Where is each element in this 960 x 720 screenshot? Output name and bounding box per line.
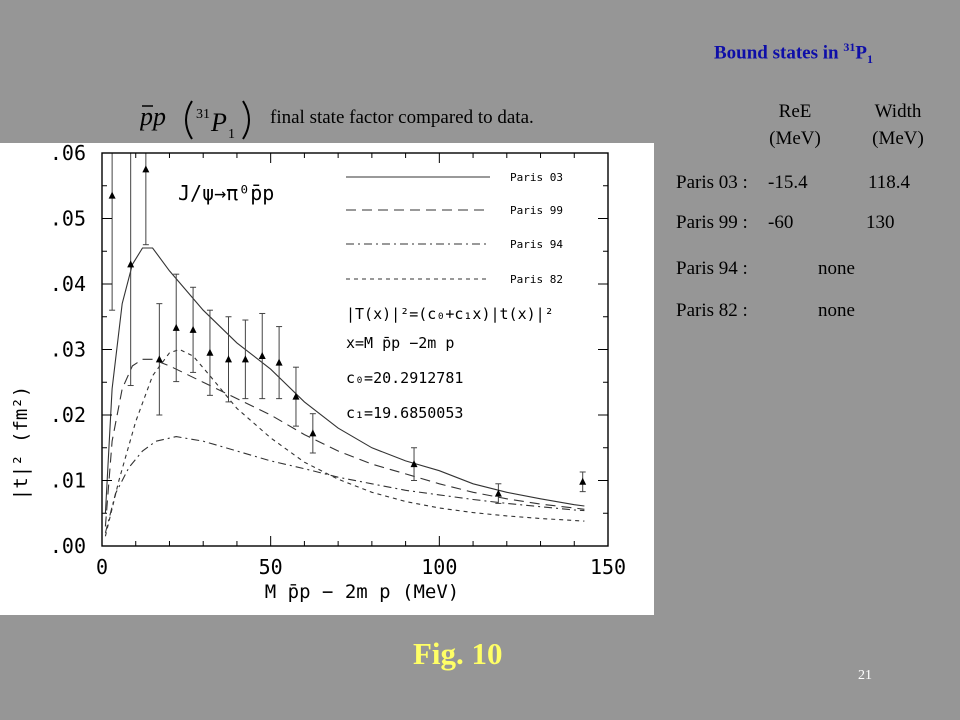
col-header-width-line1: Width [874, 101, 922, 122]
formula-block: |T(x)|²=(c₀+c₁x)|t(x)|² x=M p̄p −2m p c₀… [346, 305, 554, 422]
data-point [189, 325, 197, 333]
data-point [258, 352, 266, 360]
data-point [225, 355, 232, 363]
row-label: Paris 03 : [676, 172, 748, 193]
slide-number: 21 [858, 668, 872, 683]
row-width: none [818, 300, 855, 321]
bound-states-title: Bound states in 31P1 [714, 40, 873, 67]
y-tick-label: .00 [50, 534, 86, 558]
row-width: 118.4 [868, 172, 911, 193]
pp-label-sub: 1 [228, 127, 235, 142]
row-label: Paris 99 : [676, 212, 748, 233]
y-tick-label: .05 [50, 207, 86, 231]
data-point [292, 392, 300, 400]
row-label: Paris 94 : [676, 258, 748, 279]
row-width: 130 [866, 212, 895, 233]
data-point [410, 460, 418, 468]
y-tick-label: .03 [50, 338, 86, 362]
data-point [108, 191, 116, 199]
x-tick-label: 50 [259, 555, 283, 579]
pp-31p1-label: pp 31 P 1 [140, 100, 250, 142]
y-tick-label: .06 [50, 143, 86, 165]
row-re: -15.4 [768, 172, 808, 193]
right-paren [242, 100, 250, 140]
pp-text: pp [140, 102, 166, 131]
row-width: none [818, 258, 855, 279]
legend-label: Paris 99 [510, 204, 563, 217]
col-header-re-line2: (MeV) [769, 128, 821, 149]
data-point [494, 489, 502, 497]
x-tick-label: 100 [421, 555, 457, 579]
row-re: -60 [768, 212, 794, 233]
chart-svg: 0 50 100 150 .00 .01 .02 .03 .04 .05 .06 |t|² (fm²… [10, 143, 626, 603]
col-header-width-line2: (MeV) [872, 128, 924, 149]
data-point [241, 355, 249, 363]
y-tick-label: .04 [50, 272, 86, 296]
data-point [275, 358, 283, 366]
x-axis-label: M p̄p − 2m p (MeV) [265, 581, 459, 603]
y-tick-label: .01 [50, 469, 86, 493]
formula-line-4: c₁=19.6850053 [346, 404, 463, 422]
y-axis-title: |t|² (fm²) [10, 386, 32, 500]
series-line-paris-94 [104, 436, 585, 534]
legend: Paris 03 Paris 99 Paris 94 Paris 82 [346, 171, 563, 286]
pp-label-sup: 31 [196, 107, 210, 122]
row-label: Paris 82 : [676, 300, 748, 321]
left-paren [185, 100, 193, 140]
formula-line-1: |T(x)|²=(c₀+c₁x)|t(x)|² [346, 305, 554, 323]
data-point [579, 477, 587, 485]
x-tick-label: 150 [590, 555, 626, 579]
plot-panel: 0 50 100 150 .00 .01 .02 .03 .04 .05 .06 |t|² (fm²… [0, 143, 654, 615]
series-line-paris-03 [104, 247, 585, 514]
data-point [309, 429, 317, 437]
data-point [155, 355, 163, 363]
col-header-re: ReE (MeV) [755, 98, 835, 152]
data-point [142, 165, 150, 173]
formula-line-3: c₀=20.2912781 [346, 369, 463, 387]
legend-label: Paris 94 [510, 238, 563, 251]
legend-label: Paris 82 [510, 273, 563, 286]
series-line-paris-82 [104, 348, 585, 537]
pp-label-p: P [210, 108, 227, 137]
legend-label: Paris 03 [510, 171, 563, 184]
reaction-label: J/ψ→π⁰p̄p [178, 181, 274, 205]
data-point [172, 323, 180, 331]
figure-caption: final state factor compared to data. [270, 107, 534, 128]
formula-line-2: x=M p̄p −2m p [346, 334, 454, 352]
series-line-paris-99 [104, 358, 585, 527]
y-axis-label: |t|² (fm²) [10, 386, 32, 500]
data-point [206, 348, 214, 356]
figure-label: Fig. 10 [413, 636, 503, 671]
y-tick-label: .02 [50, 403, 86, 427]
col-header-re-line1: ReE [778, 101, 812, 122]
data-point [127, 260, 135, 268]
x-tick-label: 0 [96, 555, 108, 579]
col-header-width: Width (MeV) [858, 98, 938, 152]
